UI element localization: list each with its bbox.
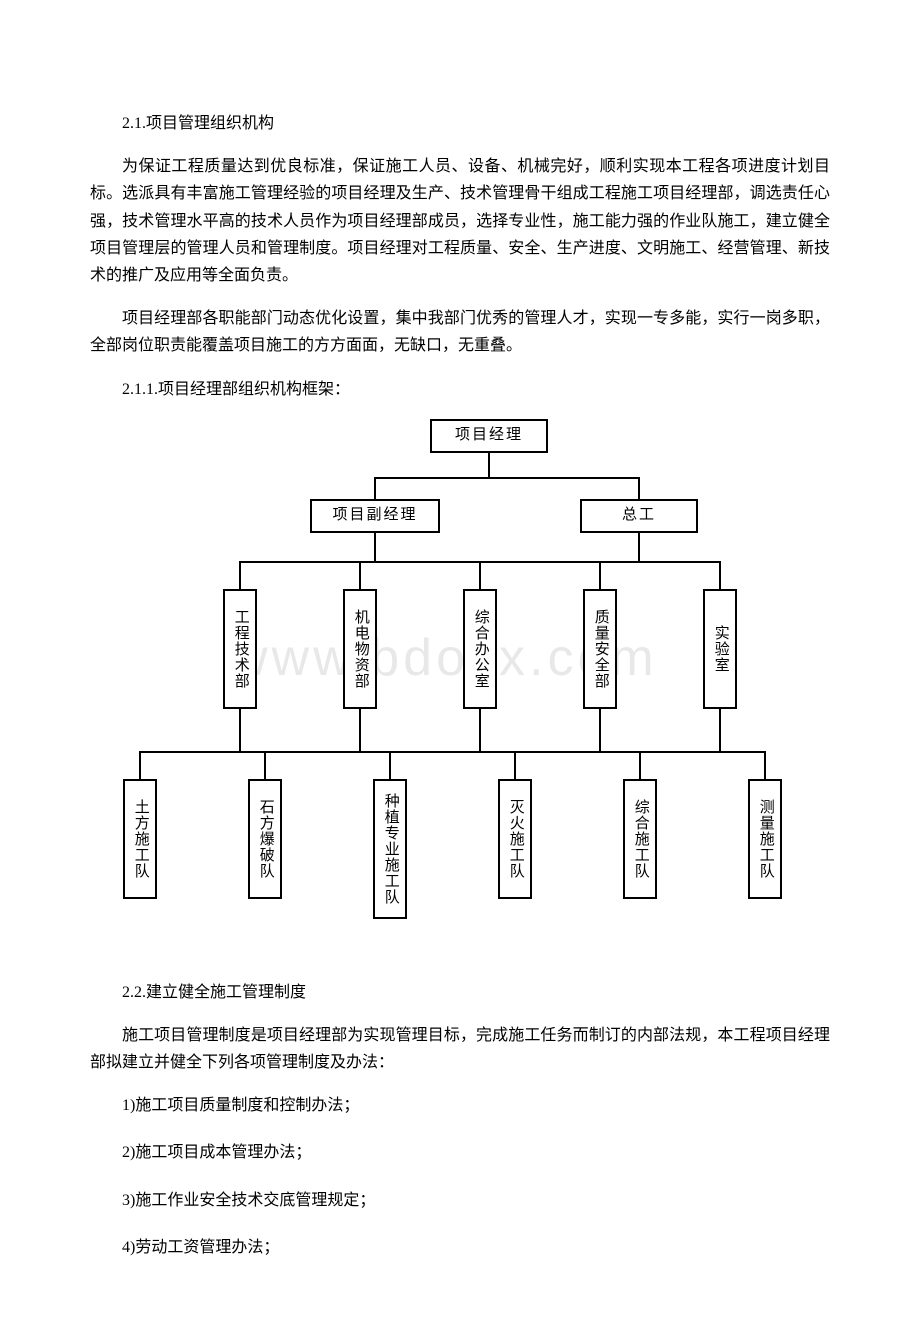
org-chart-connector	[638, 533, 640, 561]
org-chart-connector	[639, 751, 641, 779]
document-page: 2.1.项目管理组织机构 为保证工程质量达到优良标准，保证施工人员、设备、机械完…	[0, 0, 920, 1341]
org-chart-connector	[139, 751, 766, 753]
org-chart-connector	[599, 561, 601, 589]
org-chart-node-m3: 综合办公室	[463, 589, 497, 709]
org-chart-connector	[638, 477, 640, 499]
org-chart-node-b5: 综合施工队	[623, 779, 657, 899]
org-chart-connector	[239, 561, 241, 589]
list-item-4: 4)劳动工资管理办法；	[90, 1234, 830, 1261]
org-chart-node-b1: 土方施工队	[123, 779, 157, 899]
list-item-2: 2)施工项目成本管理办法；	[90, 1139, 830, 1166]
org-chart-connector	[514, 751, 516, 779]
org-chart-node-b6: 测量施工队	[748, 779, 782, 899]
org-chart-connector	[359, 709, 361, 751]
org-chart-connector	[389, 751, 391, 779]
org-chart-node-b4: 灭火施工队	[498, 779, 532, 899]
list-item-1: 1)施工项目质量制度和控制办法；	[90, 1092, 830, 1119]
section-2-1-paragraph-2: 项目经理部各职能部门动态优化设置，集中我部门优秀的管理人才，实现一专多能，实行一…	[90, 305, 830, 359]
org-chart-node-b3: 种植专业施工队	[373, 779, 407, 919]
org-chart-node-m4: 质量安全部	[583, 589, 617, 709]
org-chart-connector	[374, 533, 376, 561]
org-chart-connector	[239, 709, 241, 751]
org-chart: www.bdocx.com项目经理项目副经理总工工程技术部机电物资部综合办公室质…	[100, 419, 820, 939]
org-chart-connector	[599, 709, 601, 751]
org-chart-connector	[719, 709, 721, 751]
org-chart-connector	[479, 561, 481, 589]
section-2-1-paragraph-1: 为保证工程质量达到优良标准，保证施工人员、设备、机械完好，顺利实现本工程各项进度…	[90, 153, 830, 289]
section-2-1-1-heading: 2.1.1.项目经理部组织机构框架：	[90, 376, 830, 403]
org-chart-connector	[359, 561, 361, 589]
org-chart-node-dep2: 总工	[580, 499, 698, 533]
org-chart-connector	[719, 561, 721, 589]
section-2-1-heading: 2.1.项目管理组织机构	[90, 110, 830, 137]
org-chart-connector	[479, 709, 481, 751]
org-chart-connector	[764, 751, 766, 779]
section-2-2-paragraph-1: 施工项目管理制度是项目经理部为实现管理目标，完成施工任务而制订的内部法规，本工程…	[90, 1022, 830, 1076]
org-chart-connector	[139, 751, 141, 779]
org-chart-node-m2: 机电物资部	[343, 589, 377, 709]
org-chart-connector	[374, 477, 376, 499]
org-chart-connector	[488, 453, 490, 477]
org-chart-connector	[264, 751, 266, 779]
org-chart-node-root: 项目经理	[430, 419, 548, 453]
org-chart-node-m1: 工程技术部	[223, 589, 257, 709]
org-chart-node-dep1: 项目副经理	[310, 499, 440, 533]
list-item-3: 3)施工作业安全技术交底管理规定；	[90, 1187, 830, 1214]
org-chart-node-m5: 实验室	[703, 589, 737, 709]
section-2-2-heading: 2.2.建立健全施工管理制度	[90, 979, 830, 1006]
org-chart-connector	[374, 477, 640, 479]
org-chart-node-b2: 石方爆破队	[248, 779, 282, 899]
